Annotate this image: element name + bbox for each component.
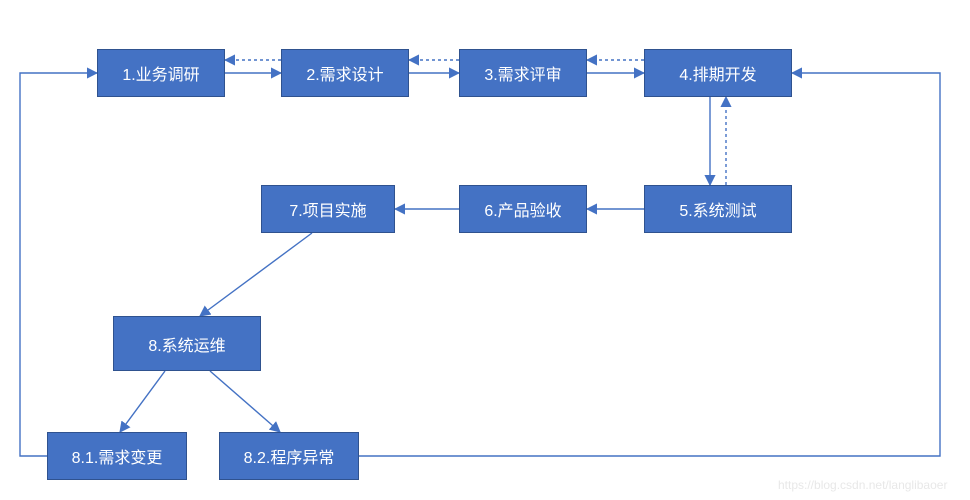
flowchart-node-label: 8.系统运维: [148, 332, 225, 356]
flowchart-node-n4: 4.排期开发: [644, 49, 792, 97]
flowchart-node-n81: 8.1.需求变更: [47, 432, 187, 480]
flowchart-node-n3: 3.需求评审: [459, 49, 587, 97]
flowchart-node-label: 1.业务调研: [122, 61, 199, 85]
flowchart-node-n82: 8.2.程序异常: [219, 432, 359, 480]
flowchart-edge-e_n8_n82: [210, 371, 280, 432]
flowchart-node-label: 7.项目实施: [289, 197, 366, 221]
flowchart-node-n2: 2.需求设计: [281, 49, 409, 97]
flowchart-node-label: 4.排期开发: [679, 61, 756, 85]
flowchart-node-n7: 7.项目实施: [261, 185, 395, 233]
flowchart-node-n8: 8.系统运维: [113, 316, 261, 371]
flowchart-node-label: 6.产品验收: [484, 197, 561, 221]
flowchart-node-n5: 5.系统测试: [644, 185, 792, 233]
flowchart-node-n6: 6.产品验收: [459, 185, 587, 233]
flowchart-node-label: 5.系统测试: [679, 197, 756, 221]
flowchart-edge-e_n8_n81: [120, 371, 165, 432]
flowchart-node-label: 8.2.程序异常: [244, 444, 335, 468]
flowchart-node-n1: 1.业务调研: [97, 49, 225, 97]
flowchart-node-label: 8.1.需求变更: [72, 444, 163, 468]
watermark-text: https://blog.csdn.net/langlibaoer: [778, 478, 947, 492]
flowchart-edge-e_n7_n8: [200, 233, 312, 316]
flowchart-node-label: 3.需求评审: [484, 61, 561, 85]
flowchart-edge-e_n82_n4: [359, 73, 940, 456]
flowchart-edge-e_n81_n1: [20, 73, 97, 456]
flowchart-node-label: 2.需求设计: [306, 61, 383, 85]
